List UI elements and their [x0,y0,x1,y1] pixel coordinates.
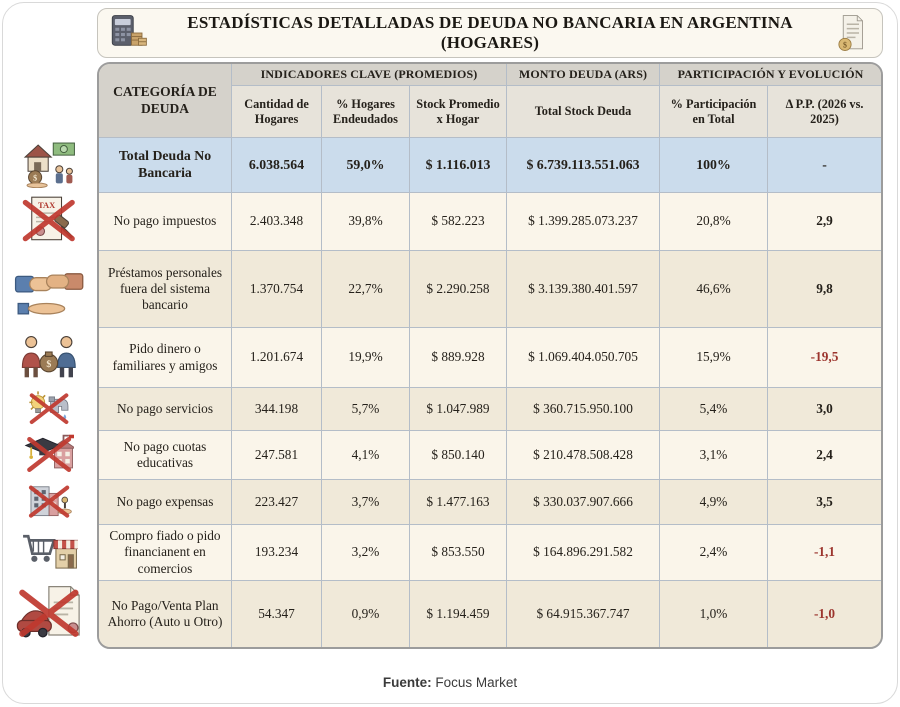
car-plan-crossed-icon [4,579,94,645]
column-header-cantidad-hogares: Cantidad de Hogares [232,86,322,138]
store-cart-icon [4,523,94,579]
cell-cantidad-hogares: 223.427 [232,480,322,525]
row-category: Préstamos personales fuera del sistema b… [99,251,232,328]
row-category: No pago expensas [99,480,232,525]
cell-delta-pp: -1,0 [768,581,881,647]
cell-cantidad-hogares: 344.198 [232,388,322,431]
cell-pct-hogares-endeudados: 3,7% [322,480,410,525]
cell-pct-participacion: 3,1% [660,431,768,480]
invoice-coin-icon: $ [830,11,874,55]
column-header-pct-hogares-endeudados: % Hogares Endeudados [322,86,410,138]
column-header-delta-pp: Δ P.P. (2026 vs. 2025) [768,86,881,138]
cell-pct-hogares-endeudados: 5,7% [322,388,410,431]
svg-text:TAX: TAX [38,200,56,210]
cell-pct-hogares-endeudados: 0,9% [322,581,410,647]
cell-total-stock-deuda: $ 330.037.907.666 [507,480,660,525]
cell-total-stock-deuda: $ 64.915.367.747 [507,581,660,647]
cell-total-stock-deuda: $ 1.069.404.050.705 [507,328,660,388]
calculator-coins-icon [106,11,150,55]
cell-cantidad-hogares: 2.403.348 [232,193,322,251]
cell-total-stock-deuda: $ 360.715.950.100 [507,388,660,431]
cell-pct-participacion: 46,6% [660,251,768,328]
cell-stock-promedio: $ 853.550 [410,525,507,581]
cell-pct-hogares-endeudados: 22,7% [322,251,410,328]
cell-delta-pp: -1,1 [768,525,881,581]
cell-stock-promedio: $ 850.140 [410,431,507,480]
cell-delta-pp: 3,0 [768,388,881,431]
cell-stock-promedio: $ 1.477.163 [410,480,507,525]
family-money-bag-icon: $ [4,326,94,386]
row-category: No pago impuestos [99,193,232,251]
cell-cantidad-hogares: 247.581 [232,431,322,480]
cell-delta-pp: 2,4 [768,431,881,480]
utilities-crossed-icon [4,386,94,429]
title-bar: ESTADÍSTICAS DETALLADAS DE DEUDA NO BANC… [97,8,883,58]
cell-stock-promedio: $ 1.116.013 [410,138,507,193]
svg-text:$: $ [843,40,847,49]
page-title: ESTADÍSTICAS DETALLADAS DE DEUDA NO BANC… [187,13,793,52]
group-header-monto-deuda: MONTO DEUDA (ARS) [507,64,660,86]
column-header-total-stock-deuda: Total Stock Deuda [507,86,660,138]
cell-pct-hogares-endeudados: 19,9% [322,328,410,388]
cell-delta-pp: -19,5 [768,328,881,388]
cell-total-stock-deuda: $ 164.896.291.582 [507,525,660,581]
cell-pct-participacion: 20,8% [660,193,768,251]
row-category: Compro fiado o pido financianent en come… [99,525,232,581]
education-crossed-icon [4,429,94,478]
cell-delta-pp: 9,8 [768,251,881,328]
cell-pct-hogares-endeudados: 39,8% [322,193,410,251]
cell-pct-participacion: 2,4% [660,525,768,581]
cell-pct-participacion: 1,0% [660,581,768,647]
cell-cantidad-hogares: 1.201.674 [232,328,322,388]
debt-table: CATEGORÍA DE DEUDA INDICADORES CLAVE (PR… [97,62,883,649]
column-header-stock-promedio: Stock Promedio x Hogar [410,86,507,138]
cell-stock-promedio: $ 1.047.989 [410,388,507,431]
cell-stock-promedio: $ 2.290.258 [410,251,507,328]
building-crossed-icon [4,478,94,523]
cell-pct-participacion: 5,4% [660,388,768,431]
group-header-indicadores: INDICADORES CLAVE (PROMEDIOS) [232,64,507,86]
cell-cantidad-hogares: 1.370.754 [232,251,322,328]
cell-pct-hogares-endeudados: 3,2% [322,525,410,581]
cell-delta-pp: - [768,138,881,193]
handshake-loan-icon [4,249,94,326]
group-header-participacion: PARTICIPACIÓN Y EVOLUCIÓN [660,64,881,86]
cell-delta-pp: 2,9 [768,193,881,251]
cell-total-stock-deuda: $ 210.478.508.428 [507,431,660,480]
cell-stock-promedio: $ 582.223 [410,193,507,251]
cell-stock-promedio: $ 889.928 [410,328,507,388]
column-header-pct-participacion: % Participación en Total [660,86,768,138]
cell-pct-hogares-endeudados: 59,0% [322,138,410,193]
category-icons-column: $ TAX $ [4,62,94,645]
svg-text:$: $ [33,174,37,183]
tax-document-crossed-icon: TAX [4,191,94,249]
cell-cantidad-hogares: 6.038.564 [232,138,322,193]
source-value: Focus Market [435,675,518,690]
svg-text:$: $ [47,358,52,369]
cell-pct-participacion: 4,9% [660,480,768,525]
cell-total-stock-deuda: $ 1.399.285.073.237 [507,193,660,251]
cell-stock-promedio: $ 1.194.459 [410,581,507,647]
cell-pct-participacion: 100% [660,138,768,193]
source-label: Fuente: [382,675,432,690]
cell-cantidad-hogares: 193.234 [232,525,322,581]
row-category: No Pago/Venta Plan Ahorro (Auto u Otro) [99,581,232,647]
cell-pct-participacion: 15,9% [660,328,768,388]
house-family-money-icon: $ [4,136,94,191]
row-category: Pido dinero o familiares y amigos [99,328,232,388]
source-note: Fuente: Focus Market [0,675,900,690]
cell-total-stock-deuda: $ 6.739.113.551.063 [507,138,660,193]
cell-delta-pp: 3,5 [768,480,881,525]
cell-total-stock-deuda: $ 3.139.380.401.597 [507,251,660,328]
cell-cantidad-hogares: 54.347 [232,581,322,647]
cell-pct-hogares-endeudados: 4,1% [322,431,410,480]
row-category: Total Deuda No Bancaria [99,138,232,193]
column-header-categoria: CATEGORÍA DE DEUDA [99,64,232,138]
row-category: No pago cuotas educativas [99,431,232,480]
row-category: No pago servicios [99,388,232,431]
